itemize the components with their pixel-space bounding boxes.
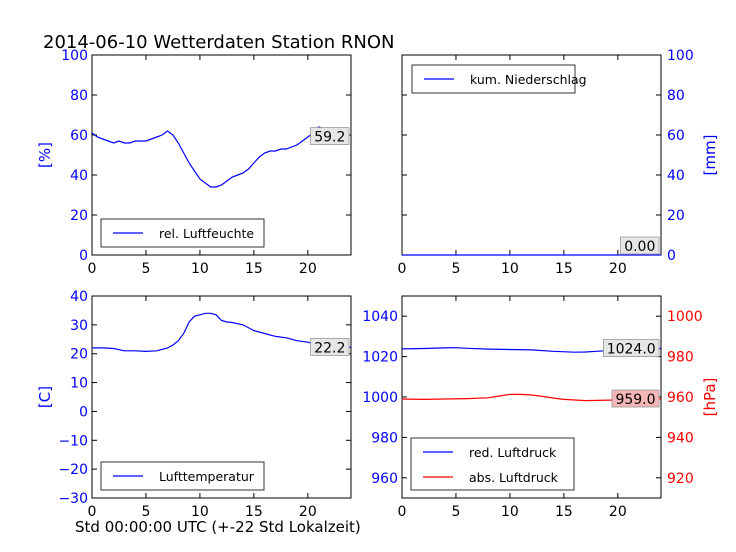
figure-xlabel: Std 00:00:00 UTC (+-22 Std Lokalzeit) — [75, 518, 361, 536]
panel-temperature: 0 5 10 15 20 −30 −20 −10 0 10 20 30 40 [C] 22.2 Lufttem… — [36, 289, 352, 520]
legend: Lufttemperatur — [100, 461, 265, 491]
y-tick-label: −10 — [58, 433, 88, 449]
y-tick-label: 100 — [61, 48, 88, 64]
value-label: 59.2 — [314, 130, 345, 146]
value-label: 959.0 — [615, 392, 655, 408]
value-label-box — [620, 236, 660, 255]
y-tick-label: 1040 — [362, 309, 398, 325]
x-tick-label: 20 — [299, 261, 317, 277]
y-tick-label: −20 — [58, 462, 88, 478]
y-right-tick-label: 920 — [667, 471, 694, 487]
y-tick-label: 80 — [667, 88, 685, 104]
series-line — [401, 393, 662, 402]
y-tick-label: 0 — [79, 404, 88, 420]
x-tick-label: 20 — [299, 504, 317, 520]
legend: rel. Luftfeuchte — [100, 218, 265, 248]
x-tick-label: 10 — [191, 261, 209, 277]
y-axis-label: [C] — [36, 386, 54, 408]
x-tick-label: 10 — [501, 261, 519, 277]
legend: kum. Niederschlag — [411, 64, 587, 94]
legend-entry: rel. Luftfeuchte — [159, 226, 254, 241]
y-tick-label: 0 — [79, 248, 88, 264]
y-right-tick-label: 1000 — [667, 309, 703, 325]
x-tick-label: 20 — [609, 504, 627, 520]
value-label-box — [310, 337, 350, 356]
x-tick-label: 5 — [141, 261, 150, 277]
y-axis-label: [mm] — [701, 135, 719, 176]
y-tick-label: 960 — [371, 471, 398, 487]
legend-entry: Lufttemperatur — [159, 469, 255, 484]
y-tick-label: 80 — [70, 88, 88, 104]
y-tick-label: 0 — [667, 248, 676, 264]
x-tick-label: 5 — [141, 504, 150, 520]
legend-box — [410, 437, 575, 491]
x-tick-label: 10 — [501, 504, 519, 520]
legend-entry: kum. Niederschlag — [470, 72, 587, 87]
value-label: 1024.0 — [607, 342, 656, 358]
x-tick-label: 15 — [245, 504, 263, 520]
y-tick-label: 20 — [70, 208, 88, 224]
value-label: 22.2 — [314, 340, 345, 356]
y-tick-label: 30 — [70, 318, 88, 334]
x-tick-label: 15 — [555, 504, 573, 520]
y-right-tick-label: 960 — [667, 390, 694, 406]
x-tick-label: 0 — [88, 261, 97, 277]
y-tick-label: 40 — [667, 168, 685, 184]
value-label: 0.00 — [624, 239, 655, 255]
series-line — [91, 126, 346, 188]
y-axis-label: [hPa] — [701, 378, 719, 417]
y-tick-label: 60 — [70, 128, 88, 144]
y-tick-label: 60 — [667, 128, 685, 144]
panel-pressure: 0 5 10 15 20 960 980 1000 1020 1040 920 940 960 980 10… — [362, 295, 719, 520]
panel-precip: 0 5 10 15 20 0 20 40 60 80 100 [mm] 0.00 kum. Nieders… — [398, 48, 719, 277]
x-tick-label: 10 — [191, 504, 209, 520]
panel-humidity: 0 5 10 15 20 0 20 40 60 80 100 [%] 59.2 rel. Luftfeuc… — [36, 48, 352, 277]
x-tick-label: 0 — [88, 504, 97, 520]
legend-entry: abs. Luftdruck — [469, 470, 559, 485]
legend-entry: red. Luftdruck — [469, 445, 557, 460]
y-tick-label: 40 — [70, 289, 88, 305]
x-tick-label: 0 — [398, 504, 407, 520]
y-right-tick-label: 980 — [667, 350, 694, 366]
x-tick-label: 15 — [555, 261, 573, 277]
series-line — [92, 312, 351, 353]
y-right-tick-label: 940 — [667, 430, 694, 446]
x-tick-label: 15 — [245, 261, 263, 277]
y-tick-label: 20 — [667, 208, 685, 224]
y-tick-label: 1020 — [362, 350, 398, 366]
x-tick-label: 20 — [609, 261, 627, 277]
x-tick-label: 5 — [451, 261, 460, 277]
y-tick-label: 980 — [371, 430, 398, 446]
y-tick-label: 1000 — [362, 390, 398, 406]
y-tick-label: −30 — [58, 491, 88, 507]
y-tick-label: 40 — [70, 168, 88, 184]
y-axis-label: [%] — [36, 142, 54, 168]
value-label-box — [611, 389, 660, 408]
x-tick-label: 5 — [451, 504, 460, 520]
y-tick-label: 100 — [667, 48, 694, 64]
y-tick-label: 10 — [70, 376, 88, 392]
legend: red. Luftdruck abs. Luftdruck — [410, 437, 575, 491]
y-tick-label: 20 — [70, 347, 88, 363]
x-tick-label: 0 — [398, 261, 407, 277]
figure-title: 2014-06-10 Wetterdaten Station RNON — [43, 32, 394, 53]
value-label-box — [310, 127, 350, 145]
value-label-box — [603, 339, 660, 357]
